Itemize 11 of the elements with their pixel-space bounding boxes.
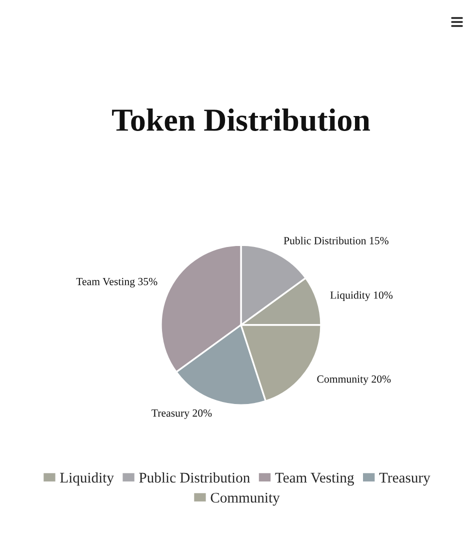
- data-label: Treasury 20%: [152, 409, 212, 419]
- data-label: Community 20%: [317, 375, 391, 385]
- legend-label: Liquidity: [60, 472, 114, 486]
- legend-label: Treasury: [379, 472, 430, 486]
- data-label: Liquidity 10%: [330, 291, 393, 302]
- data-label: Team Vesting 35%: [76, 278, 158, 288]
- chart-title: Token Distribution: [112, 108, 370, 132]
- data-label: Public Distribution 15%: [284, 236, 388, 244]
- legend-label: Team Vesting: [275, 472, 354, 486]
- legend-label: Community: [210, 492, 280, 506]
- legend-label: Public Distribution: [139, 472, 250, 483]
